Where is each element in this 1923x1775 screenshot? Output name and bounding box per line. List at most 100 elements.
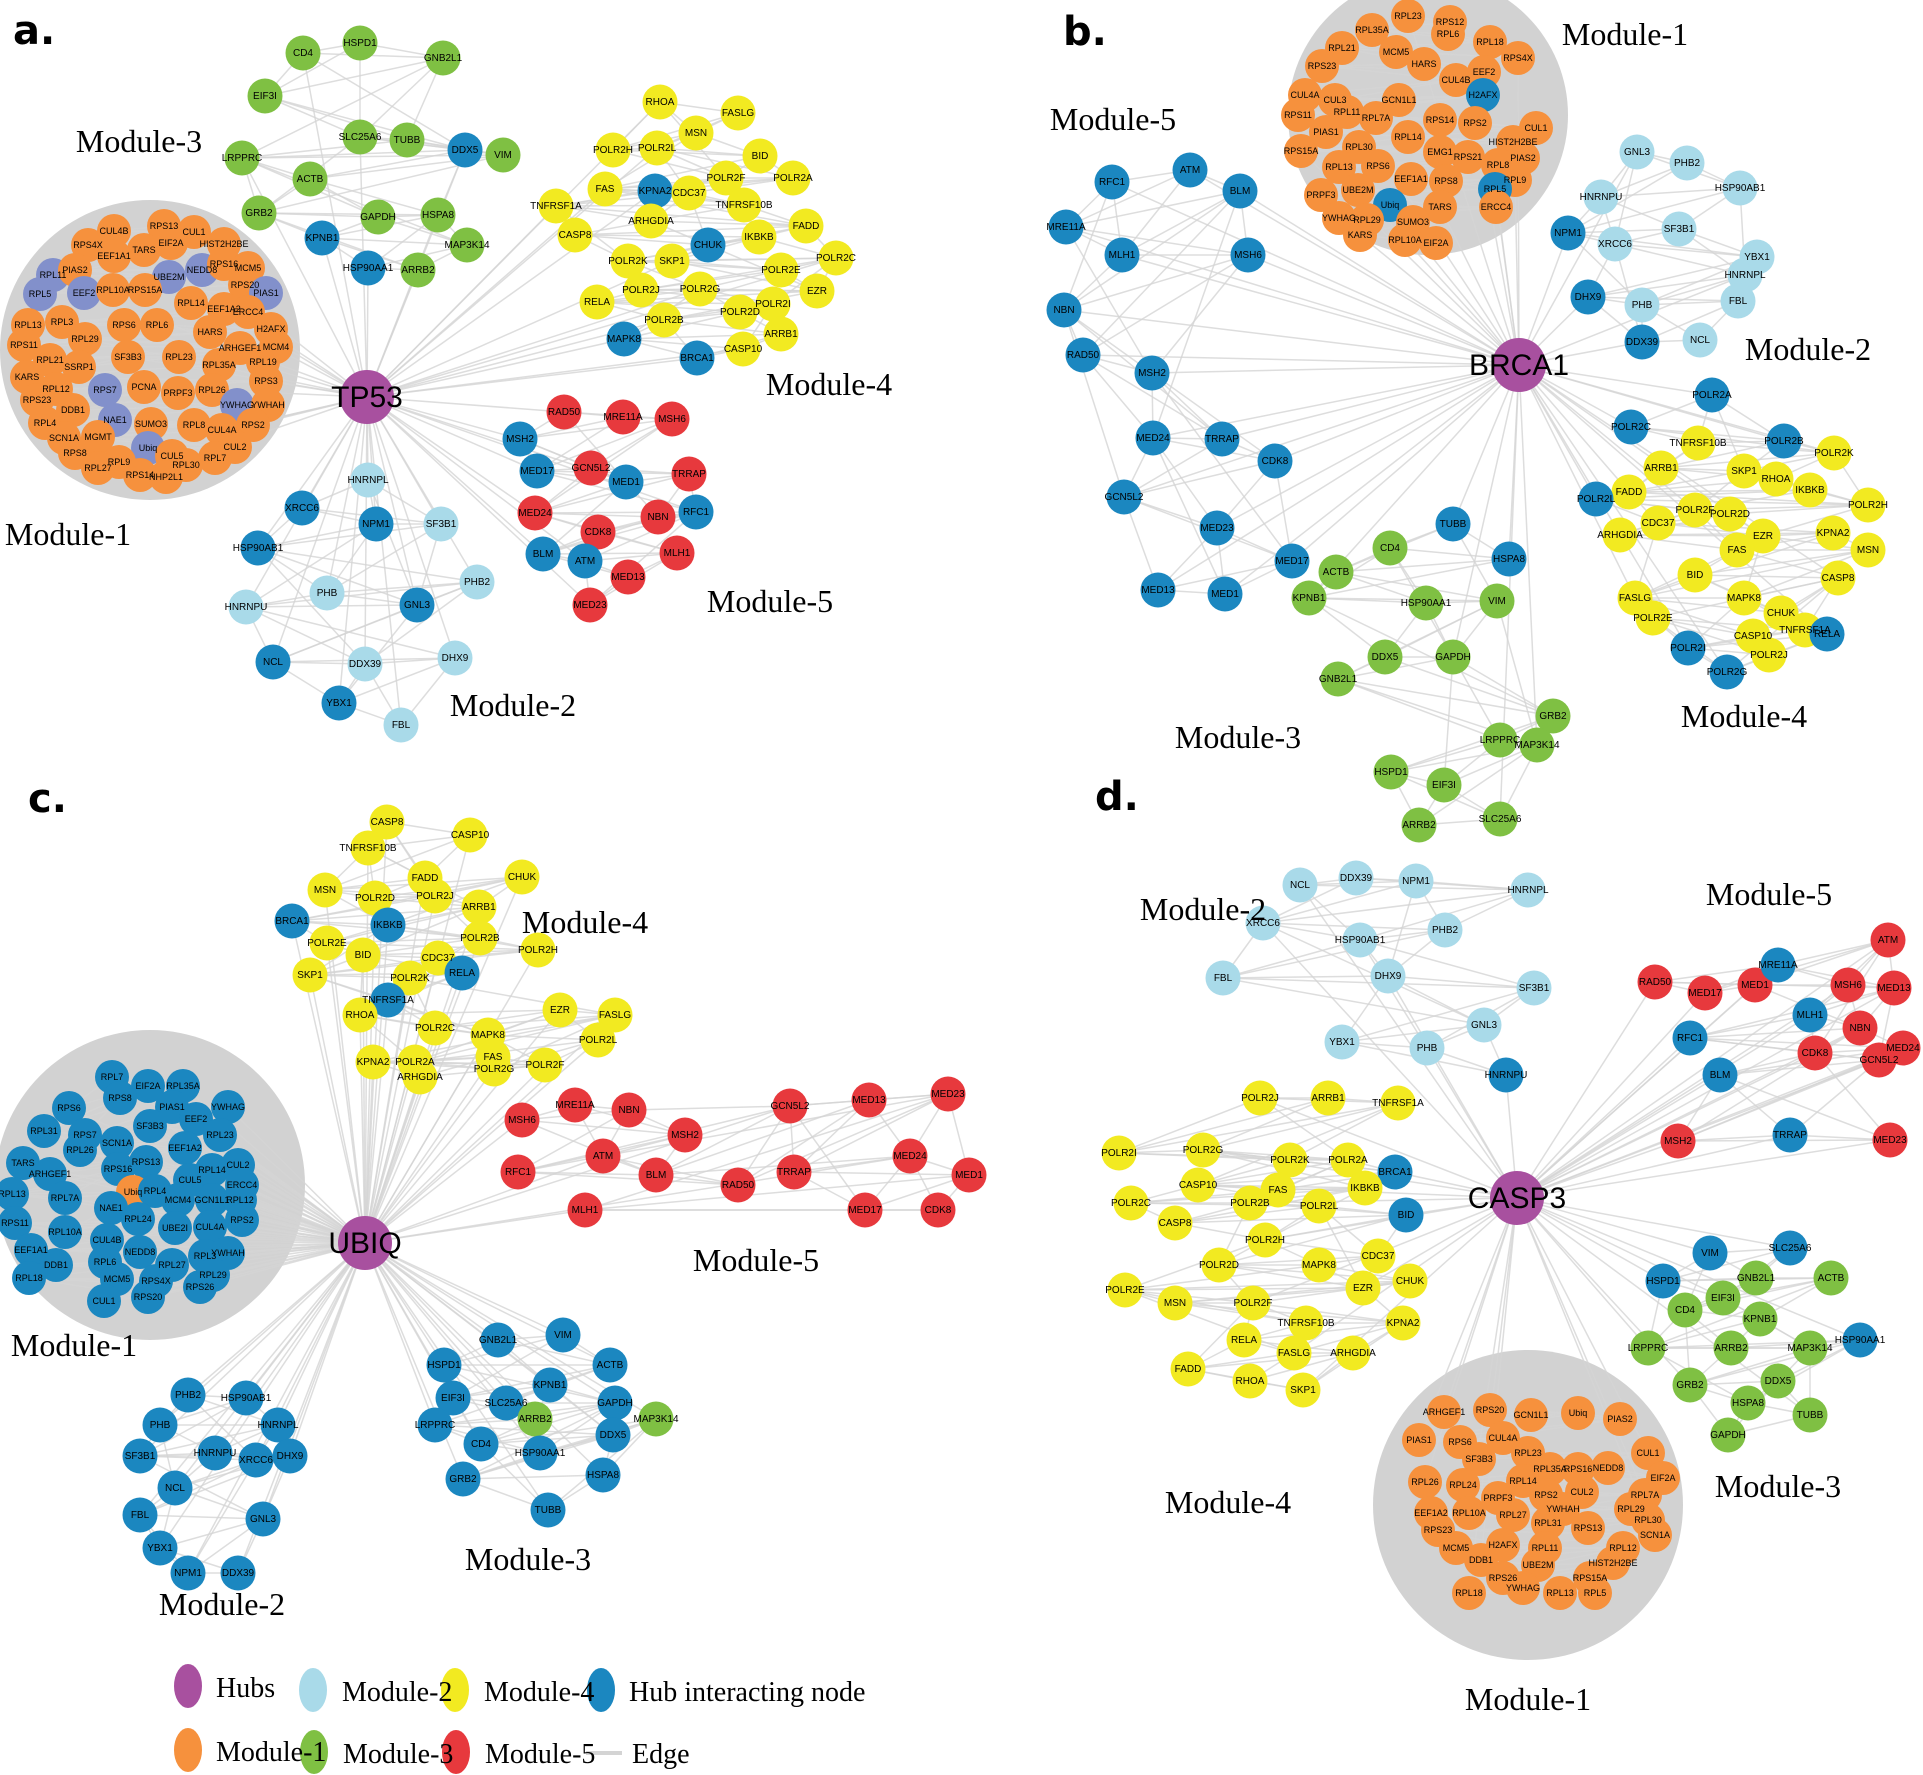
node-mlh1 <box>1792 997 1828 1033</box>
node-label: CUL1 <box>1636 1448 1659 1458</box>
node-label: RPL14 <box>1394 132 1422 142</box>
node-label: RPS20 <box>134 1292 163 1302</box>
node-rpl10a <box>96 273 130 307</box>
node-label: CUL4A <box>195 1222 224 1232</box>
node-rela <box>1226 1322 1262 1358</box>
node-label: FASLG <box>722 108 754 119</box>
edge <box>497 1339 611 1366</box>
node-label: NAE1 <box>99 1203 123 1213</box>
node-rpl31 <box>27 1114 61 1148</box>
node-label: GNB2L1 <box>1319 674 1358 685</box>
node-label: RPL9 <box>108 457 131 467</box>
edge <box>1157 364 1520 591</box>
node-label: BRCA1 <box>680 353 714 364</box>
node-label: SF3B3 <box>1465 1454 1493 1464</box>
node-label: CDK8 <box>585 527 612 538</box>
node-polr2j <box>1751 637 1787 673</box>
node-label: EEF2 <box>73 288 96 298</box>
node-mre11a <box>1760 947 1796 983</box>
node-label: POLR2I <box>1101 1148 1137 1159</box>
node-label: ERCC4 <box>233 307 264 317</box>
node-label: DHX9 <box>1375 971 1402 982</box>
node-ddx39 <box>1624 324 1660 360</box>
edge <box>257 547 418 606</box>
node-label: KPNA2 <box>1387 1318 1420 1329</box>
node-label: MED17 <box>520 466 554 477</box>
node-label: POLR2D <box>720 307 760 318</box>
node-label: POLR2F <box>1676 505 1715 516</box>
node-label: POLR2A <box>1328 1155 1368 1166</box>
module-label-module-2: Module-2 <box>1745 331 1871 367</box>
node-med23 <box>1199 510 1235 546</box>
node-slc25a6 <box>488 1385 524 1421</box>
node-label: MSH2 <box>506 434 534 445</box>
node-label: YWHAG <box>220 400 254 410</box>
node-ercc4 <box>1479 190 1513 224</box>
edge <box>1516 1197 1649 1349</box>
edge <box>1252 1280 1411 1304</box>
node-label: MSN <box>314 885 336 896</box>
node-rpl18 <box>1452 1576 1486 1610</box>
node-polr2k <box>392 960 428 996</box>
edge <box>1259 1097 1349 1161</box>
node-label: MCM4 <box>263 342 290 352</box>
node-lrpprc <box>417 1407 453 1443</box>
edge <box>1407 136 1514 143</box>
node-label: HARS <box>197 327 222 337</box>
node-scn1a <box>1638 1518 1672 1552</box>
edge <box>366 244 709 398</box>
edge <box>1123 364 1520 498</box>
node-label: RELA <box>584 297 610 308</box>
edge <box>159 1518 264 1549</box>
node-label: RPL7A <box>1362 113 1391 123</box>
node-label: UBE2M <box>1522 1560 1553 1570</box>
node-label: POLR2L <box>1300 1201 1339 1212</box>
node-label: POLR2A <box>395 1057 435 1068</box>
node-label: DDB1 <box>1469 1555 1493 1565</box>
node-label: XRCC6 <box>239 1455 273 1466</box>
node-label: POLR2J <box>1750 650 1788 661</box>
node-label: RPL23 <box>1514 1448 1542 1458</box>
node-msh2 <box>667 1117 703 1153</box>
edge <box>1516 1037 1691 1199</box>
edge <box>214 1242 366 1454</box>
module-label-module-2: Module-2 <box>450 687 576 723</box>
node-rhoa <box>342 997 378 1033</box>
node-label: RPL29 <box>1353 215 1381 225</box>
edge <box>628 1105 791 1111</box>
node-cdc37 <box>1360 1238 1396 1274</box>
node-label: MSH6 <box>1234 250 1262 261</box>
node-label: Ubiq <box>1569 1408 1588 1418</box>
node-label: RPS6 <box>1448 1437 1472 1447</box>
node-polr2g <box>682 271 718 307</box>
node-casp8 <box>1820 560 1856 596</box>
node-rps11 <box>0 1206 32 1240</box>
edge <box>1121 254 1520 366</box>
node-label: PHB2 <box>1432 925 1459 936</box>
node-label: GNL3 <box>1624 147 1651 158</box>
edge <box>1063 181 1113 311</box>
edge <box>362 937 481 956</box>
node-skp1 <box>1285 1372 1321 1408</box>
node-phb2 <box>1669 145 1705 181</box>
legend-swatch-hubs <box>174 1664 202 1708</box>
node-brca1 <box>274 903 310 939</box>
node-lrpprc <box>1482 722 1518 758</box>
edge <box>517 1109 630 1173</box>
node-label: HIST2H2BE <box>199 239 248 249</box>
node-label: CDC37 <box>1642 518 1675 529</box>
edge <box>517 1171 657 1176</box>
node-label: EEF1A1 <box>97 251 131 261</box>
edge <box>1274 364 1520 462</box>
node-ddx5 <box>1760 1363 1796 1399</box>
node-label: GAPDH <box>360 212 396 223</box>
node-label: MAP3K14 <box>444 240 489 251</box>
node-label: HSPA8 <box>1493 554 1525 565</box>
node-label: CUL4B <box>92 1235 121 1245</box>
node-label: YWHAG <box>1506 1583 1540 1593</box>
node-label: RPL4 <box>144 1186 167 1196</box>
node-label: GAPDH <box>597 1398 633 1409</box>
node-label: EIF2A <box>1423 238 1448 248</box>
node-label: CD4 <box>1380 543 1400 554</box>
edge <box>536 418 673 472</box>
